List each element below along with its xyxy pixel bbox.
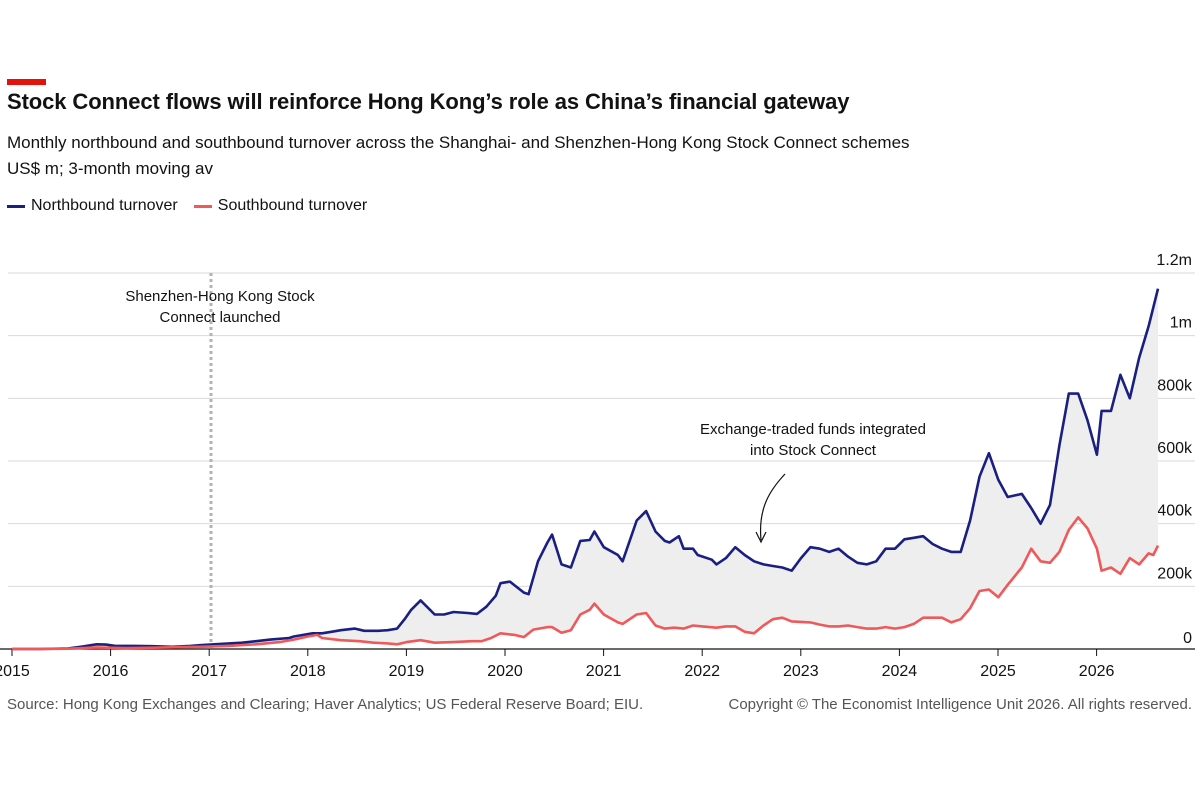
southbound-turnover-line: [12, 516, 1160, 651]
y-tick-label: 1m: [1170, 315, 1192, 332]
y-tick-label: 800k: [1157, 377, 1193, 394]
x-tick-label: 2019: [389, 663, 425, 680]
accent-bar: [7, 79, 46, 85]
annotation-launch-label: Shenzhen-Hong Kong Stock: [125, 288, 315, 305]
x-tick-label: 2023: [783, 663, 819, 680]
legend-swatch-northbound: [7, 204, 25, 208]
y-tick-label: 1.2m: [1156, 252, 1192, 269]
y-tick-label: 600k: [1157, 440, 1193, 457]
northbound-turnover-line: [12, 288, 1160, 651]
source-note: Source: Hong Kong Exchanges and Clearing…: [7, 696, 644, 713]
x-tick-label: 2015: [0, 663, 30, 680]
x-tick-label: 2022: [684, 663, 720, 680]
annotation-etf-label: Exchange-traded funds integrated: [700, 421, 926, 438]
legend-swatch-southbound: [193, 204, 212, 208]
annotation-launch-label: Connect launched: [160, 309, 281, 326]
y-tick-label: 0: [1183, 630, 1192, 647]
annotation-etf-label: into Stock Connect: [750, 442, 877, 459]
chart-title: Stock Connect flows will reinforce Hong …: [7, 89, 850, 114]
annotation-etf-arrowhead: [755, 531, 767, 544]
y-tick-label: 200k: [1157, 565, 1193, 582]
x-tick-label: 2016: [93, 663, 129, 680]
x-tick-label: 2021: [586, 663, 622, 680]
chart-units: US$ m; 3-month moving av: [7, 159, 213, 178]
x-tick-label: 2017: [191, 663, 227, 680]
x-tick-label: 2026: [1079, 663, 1115, 680]
chart-subtitle: Monthly northbound and southbound turnov…: [7, 133, 910, 152]
x-tick-label: 2024: [882, 663, 918, 680]
legend: Northbound turnover Southbound turnover: [7, 197, 383, 215]
line-chart: 0 200k 400k 600k 800k 1m 1.2m 2015 2016 2017 2018 2…: [0, 252, 1195, 680]
copyright-note: Copyright © The Economist Intelligence U…: [728, 696, 1192, 713]
legend-item-northbound: Northbound turnover: [7, 197, 178, 215]
x-tick-label: 2025: [980, 663, 1016, 680]
legend-label-northbound: Northbound turnover: [31, 197, 178, 214]
legend-label-southbound: Southbound turnover: [217, 197, 368, 214]
annotation-etf-arrow: [759, 473, 786, 541]
area-between-series: [12, 288, 1158, 649]
legend-item-southbound: Southbound turnover: [193, 197, 368, 215]
x-tick-label: 2018: [290, 663, 326, 680]
y-tick-label: 400k: [1157, 503, 1193, 520]
x-tick-label: 2020: [487, 663, 523, 680]
